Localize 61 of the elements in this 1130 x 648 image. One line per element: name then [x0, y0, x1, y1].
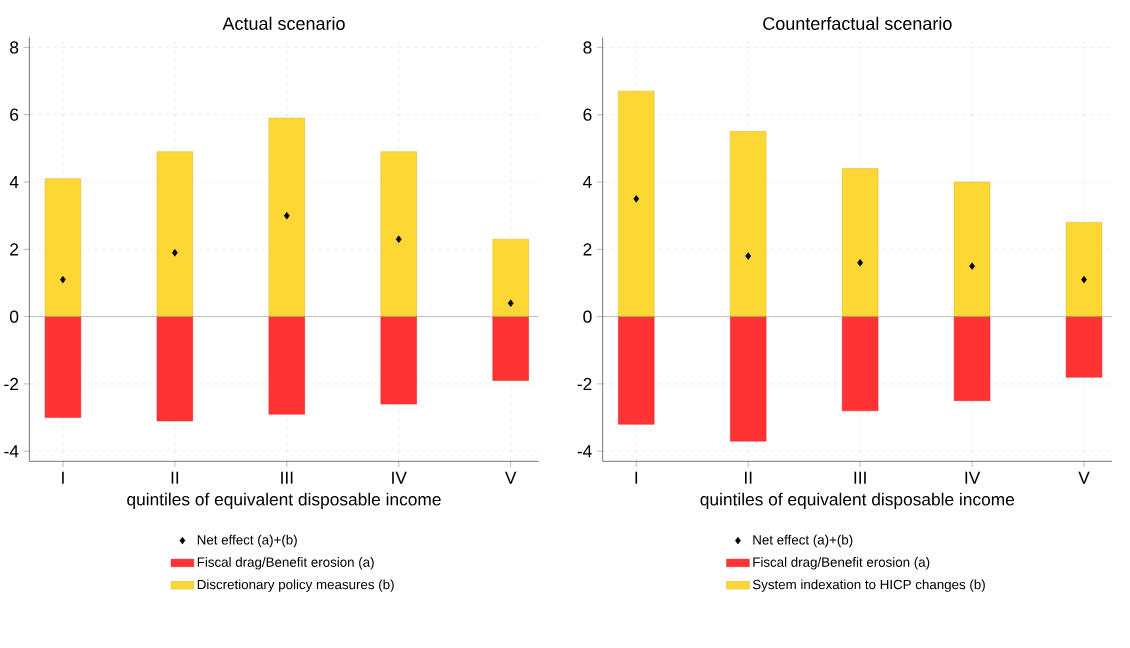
y-tick-label: -4 [4, 445, 19, 458]
bar [730, 316, 767, 442]
y-tick-label: -2 [577, 377, 592, 390]
x-axis-title: quintiles of equivalent disposable income [127, 492, 441, 509]
x-tick-label: V [1078, 471, 1090, 484]
bar [156, 151, 194, 317]
point [283, 211, 290, 220]
y-tick-label: 6 [10, 108, 19, 121]
y-tick-label: 0 [583, 310, 592, 323]
bar [730, 131, 767, 317]
point [745, 252, 752, 260]
chart-title: Counterfactual scenario [763, 16, 952, 30]
legend-label: Fiscal drag/Benefit erosion (a) [197, 557, 374, 570]
y-tick-label: 6 [583, 108, 592, 121]
y-tick-label: -4 [577, 445, 592, 458]
legend-label: Net effect (a)+(b) [753, 534, 853, 548]
bar [380, 151, 417, 317]
bar [841, 316, 879, 412]
y-tick-label: 8 [583, 41, 592, 54]
bar [1065, 316, 1103, 378]
y-tick-label: 4 [9, 176, 19, 188]
bar [380, 316, 417, 405]
y-tick-label: 2 [10, 243, 19, 256]
legend-label: System indexation to HICP changes (b) [752, 579, 985, 592]
bar [618, 90, 655, 317]
x-tick-label: I [635, 471, 638, 484]
bar [156, 316, 194, 422]
point [857, 259, 864, 267]
bar [492, 316, 529, 381]
point [969, 262, 975, 270]
bar [268, 316, 305, 415]
bar [492, 238, 529, 317]
bar [953, 316, 991, 402]
y-tick-label: 4 [583, 176, 592, 188]
x-tick-label: IV [392, 471, 407, 484]
x-axis-title: quintiles of equivalent disposable income [700, 492, 1015, 509]
bar [44, 178, 82, 317]
legend-label: Discretionary policy measures (b) [197, 579, 394, 592]
legend-label: Fiscal drag/Benefit erosion (a) [753, 557, 930, 570]
bar [618, 316, 655, 425]
bar [953, 181, 991, 317]
x-tick-label: IV [965, 471, 981, 484]
bar [268, 117, 305, 317]
point [395, 235, 402, 243]
point [633, 195, 640, 203]
point [507, 299, 514, 307]
chart-title: Actual scenario [222, 16, 345, 30]
x-tick-label: III [281, 471, 293, 484]
bar [44, 316, 82, 418]
y-tick-label: 2 [583, 243, 592, 256]
x-tick-label: II [171, 471, 179, 484]
y-tick-label: -2 [4, 377, 19, 390]
bar [1065, 222, 1103, 317]
bar [841, 168, 879, 317]
x-tick-label: I [62, 471, 64, 484]
y-tick-label: 0 [9, 310, 19, 323]
y-tick-label: 8 [10, 41, 19, 54]
x-tick-label: II [744, 471, 752, 484]
x-tick-label: V [504, 471, 517, 484]
legend-label: Net effect (a)+(b) [197, 534, 297, 548]
x-tick-label: III [854, 471, 866, 484]
